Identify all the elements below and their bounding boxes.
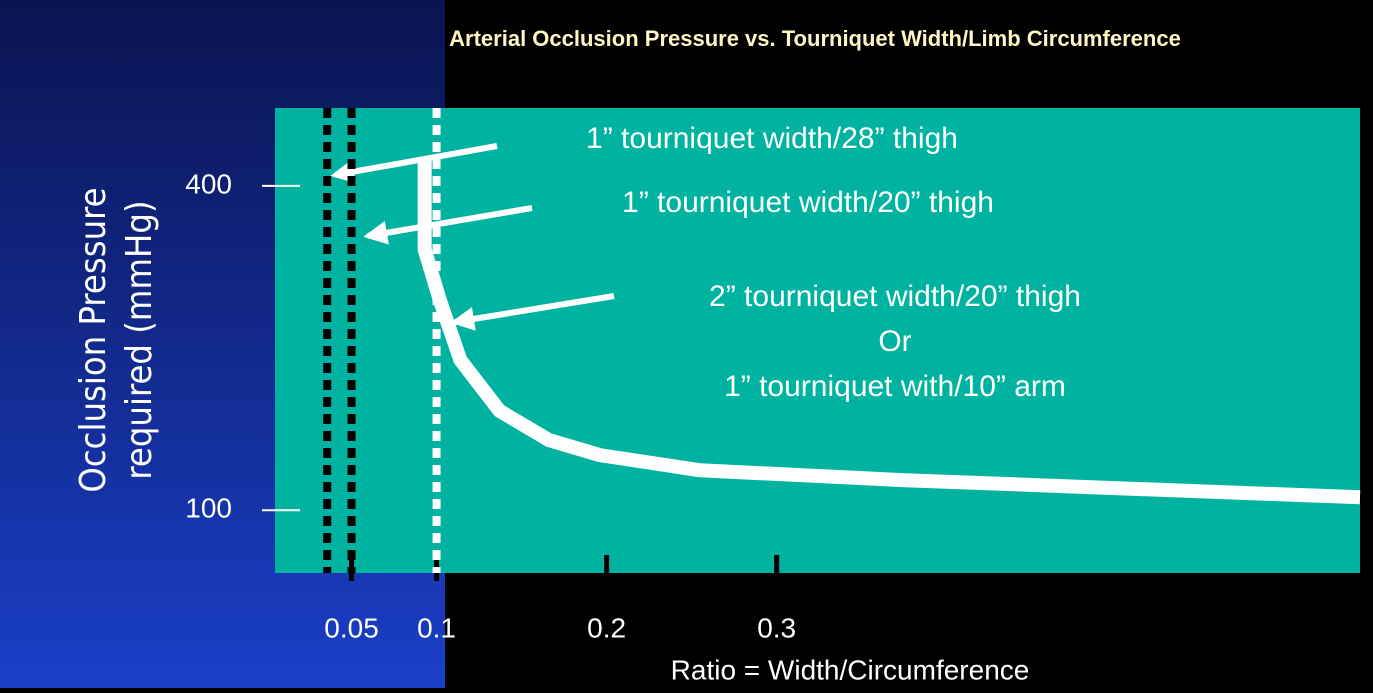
annotation: 1” tourniquet width/28” thigh	[586, 122, 958, 155]
arrow	[363, 205, 533, 245]
y-axis-label-line: Occlusion Pressure	[73, 187, 114, 492]
arrow	[450, 293, 615, 331]
chart-title: Arterial Occlusion Pressure vs. Tourniqu…	[449, 26, 1181, 51]
y-tick-label: 100	[185, 493, 232, 524]
x-tick-label: 0.3	[757, 612, 796, 643]
x-tick-label: 0.2	[587, 612, 626, 643]
y-tick-label: 400	[185, 168, 232, 199]
annotation: 1” tourniquet with/10” arm	[724, 370, 1066, 403]
x-axis-label: Ratio = Width/Circumference	[671, 654, 1030, 685]
annotation: 2” tourniquet width/20” thigh	[709, 280, 1081, 313]
x-tick-label: 0.05	[324, 612, 379, 643]
data-line	[417, 159, 1361, 505]
arrow	[330, 143, 498, 184]
annotations: 1” tourniquet width/28” thigh 1” tourniq…	[586, 122, 1081, 403]
y-axis-label-line: required (mmHg)	[119, 200, 160, 479]
annotation: 1” tourniquet width/20” thigh	[622, 186, 994, 219]
x-tick-label: 0.1	[417, 612, 456, 643]
y-axis-label: Occlusion Pressure required (mmHg)	[73, 187, 160, 492]
arrows	[330, 143, 615, 331]
annotation: Or	[878, 325, 911, 358]
